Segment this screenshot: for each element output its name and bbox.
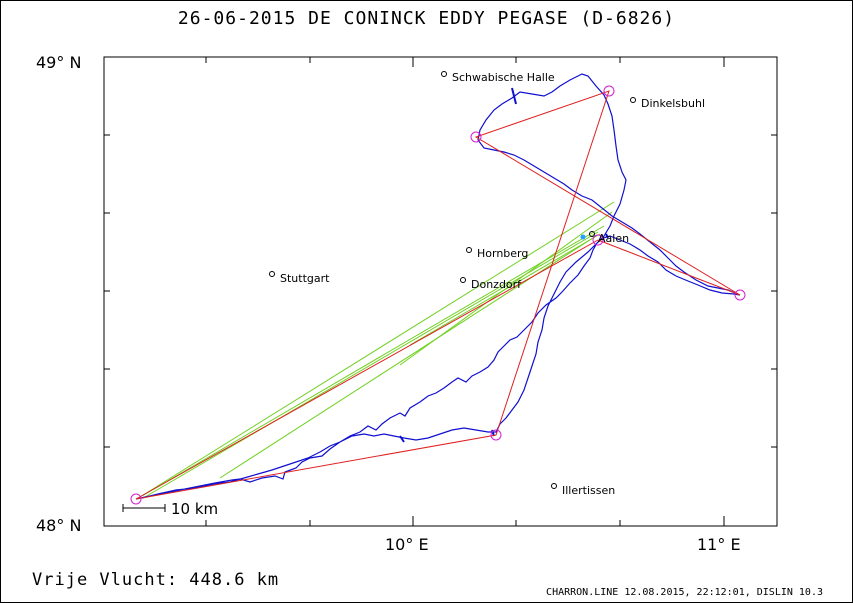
place-label-hornberg: Hornberg xyxy=(477,247,528,260)
turnpoint-circle xyxy=(470,131,482,143)
credit-line: CHARRON.LINE 12.08.2015, 22:12:01, DISLI… xyxy=(546,587,823,598)
turnpoints xyxy=(130,85,746,505)
lat-top-label: 49° N xyxy=(36,53,81,72)
turnpoint-circle xyxy=(734,289,746,301)
place-label-schwabische-halle: Schwabische Halle xyxy=(452,71,555,84)
turnpoint-circle xyxy=(490,429,502,441)
scale-label: 10 km xyxy=(171,500,218,518)
scale-bar xyxy=(122,504,166,512)
start-marker xyxy=(580,234,586,240)
place-dot xyxy=(589,231,595,237)
place-dot xyxy=(630,97,636,103)
plot-area xyxy=(103,56,778,527)
turnpoint-circle xyxy=(130,493,142,505)
flight-track xyxy=(135,73,741,500)
free-flight-distance: Vrije Vlucht: 448.6 km xyxy=(32,570,280,590)
lon-label-2: 11° E xyxy=(697,535,741,554)
place-label-stuttgart: Stuttgart xyxy=(280,272,330,285)
place-label-illertissen: Illertissen xyxy=(562,484,615,497)
top-ticks xyxy=(205,57,725,67)
lat-bottom-label: 48° N xyxy=(36,516,81,535)
place-dot xyxy=(466,247,472,253)
sector-lines xyxy=(139,201,615,498)
turnpoint-circle xyxy=(592,234,604,246)
left-ticks xyxy=(104,56,114,527)
bottom-ticks xyxy=(205,516,725,526)
right-ticks xyxy=(767,56,777,527)
place-label-donzdorf: Donzdorf xyxy=(471,278,522,291)
place-markers xyxy=(269,71,636,489)
turnpoint-circle xyxy=(603,85,615,97)
track-marks xyxy=(399,87,609,443)
place-label-dinkelsbuhl: Dinkelsbuhl xyxy=(641,97,705,110)
place-label-aalen: Aalen xyxy=(598,232,629,245)
place-dot xyxy=(460,277,466,283)
place-dot xyxy=(441,71,447,77)
place-dot xyxy=(551,483,557,489)
place-dot xyxy=(269,271,275,277)
flight-title: 26-06-2015 DE CONINCK EDDY PEGASE (D-682… xyxy=(177,8,676,29)
lon-label-1: 10° E xyxy=(385,535,429,554)
task-lines xyxy=(135,90,741,500)
